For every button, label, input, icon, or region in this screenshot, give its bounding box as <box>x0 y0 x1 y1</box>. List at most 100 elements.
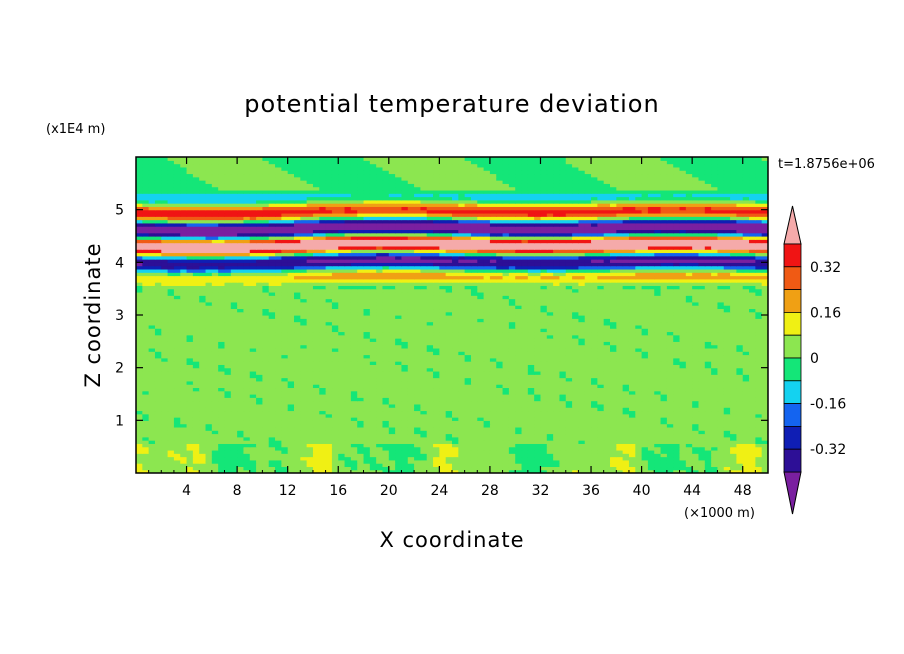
field-cell <box>344 463 352 468</box>
field-cell <box>736 459 744 464</box>
field-cell <box>180 436 188 441</box>
field-cell <box>483 328 491 333</box>
field-cell <box>584 420 592 425</box>
field-cell <box>433 400 440 405</box>
field-cell <box>369 459 377 464</box>
field-cell <box>616 341 624 346</box>
field-cell <box>591 370 598 375</box>
field-cell <box>553 367 561 372</box>
field-cell <box>243 459 251 464</box>
field-cell <box>439 390 447 395</box>
field-cell <box>502 374 510 379</box>
field-cell <box>161 443 169 448</box>
field-cell <box>148 344 156 349</box>
field-cell <box>401 433 409 438</box>
field-cell <box>350 443 358 448</box>
field-cell <box>167 463 175 468</box>
field-cell <box>654 367 662 372</box>
field-cell <box>591 466 598 471</box>
field-cell <box>306 364 314 369</box>
field-cell <box>628 449 636 454</box>
field-cell <box>515 413 523 418</box>
field-cell <box>584 433 592 438</box>
field-cell <box>281 453 289 458</box>
field-cell <box>597 367 605 372</box>
field-cell <box>382 354 390 359</box>
field-cell <box>211 387 219 392</box>
field-cell <box>331 377 339 382</box>
field-cell <box>553 321 561 326</box>
field-cell <box>382 308 390 313</box>
field-cell <box>540 387 548 392</box>
field-cell <box>578 443 586 448</box>
field-cell <box>603 328 611 333</box>
field-cell <box>268 328 276 333</box>
field-cell <box>458 400 466 405</box>
field-cell <box>603 380 611 385</box>
field-cell <box>496 430 504 435</box>
field-cell <box>325 380 333 385</box>
field-cell <box>357 453 365 458</box>
field-cell <box>319 315 327 319</box>
field-cell <box>730 453 737 458</box>
field-cell <box>205 410 213 415</box>
field-cell <box>610 469 617 473</box>
field-cell <box>230 380 238 385</box>
field-cell <box>363 400 371 405</box>
field-cell <box>666 377 674 382</box>
field-cell <box>350 394 358 398</box>
field-cell <box>262 433 270 438</box>
field-cell <box>161 387 169 392</box>
field-cell <box>572 364 579 369</box>
field-cell <box>388 377 396 382</box>
field-cell <box>496 384 504 389</box>
field-cell <box>420 328 428 333</box>
field-cell <box>546 469 554 473</box>
field-cell <box>306 384 314 389</box>
field-cell <box>666 423 674 428</box>
field-cell <box>622 394 630 398</box>
field-cell <box>325 370 333 375</box>
field-cell <box>635 334 643 339</box>
field-cell <box>401 469 409 473</box>
field-cell <box>186 351 194 356</box>
field-cell <box>186 426 194 431</box>
field-cell <box>679 449 687 454</box>
field-cell <box>470 384 478 389</box>
field-cell <box>287 453 295 458</box>
field-cell <box>376 315 384 319</box>
field-cell <box>312 321 320 326</box>
field-cell <box>584 463 592 468</box>
field-cell <box>597 423 605 428</box>
field-cell <box>420 351 428 356</box>
field-cell <box>445 354 453 359</box>
field-cell <box>489 394 497 398</box>
field-cell <box>628 443 636 448</box>
field-cell <box>654 453 662 458</box>
field-cell <box>622 387 630 392</box>
field-cell <box>426 347 434 352</box>
field-cell <box>142 351 150 356</box>
field-cell <box>641 357 649 362</box>
field-cell <box>338 367 346 372</box>
field-cell <box>161 390 169 395</box>
field-cell <box>572 308 579 313</box>
field-cell <box>572 463 579 468</box>
field-cell <box>218 423 226 428</box>
field-cell <box>603 387 611 392</box>
field-cell <box>610 420 617 425</box>
field-cell <box>344 351 352 356</box>
field-cell <box>281 380 289 385</box>
field-cell <box>237 364 245 369</box>
field-cell <box>426 384 434 389</box>
field-cell <box>761 394 768 398</box>
field-cell <box>742 311 750 316</box>
field-cell <box>666 430 674 435</box>
field-cell <box>641 328 649 333</box>
field-cell <box>515 321 523 326</box>
field-cell <box>262 463 270 468</box>
field-cell <box>755 324 763 329</box>
field-cell <box>540 456 548 461</box>
field-cell <box>136 357 143 362</box>
field-cell <box>230 440 238 444</box>
